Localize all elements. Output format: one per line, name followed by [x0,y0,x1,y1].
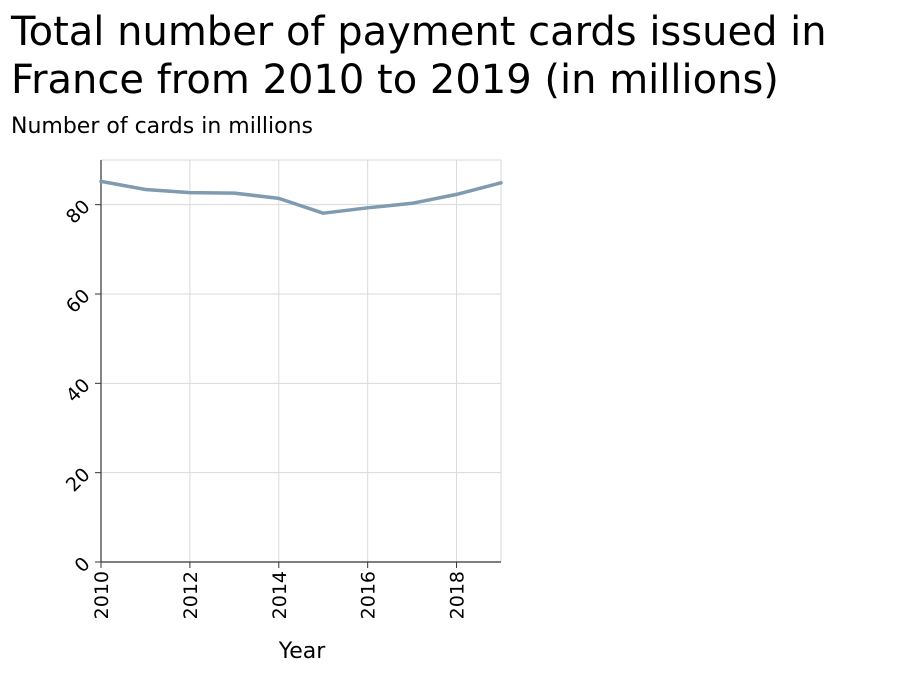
x-tick-labels: 2010 2012 2014 2016 2018 [91,571,469,619]
y-tick-label: 40 [62,374,95,407]
y-tick-label: 60 [62,285,95,318]
x-tick-label: 2010 [91,571,113,619]
chart-title: Total number of payment cards issued in … [11,9,827,103]
x-tick-label: 2014 [269,571,291,619]
series-line [99,179,503,215]
y-tick-label: 80 [62,196,95,229]
y-tick-label: 20 [62,464,95,497]
x-tick-label: 2016 [358,571,380,619]
x-tick-label: 2012 [180,571,202,619]
x-tick-label: 2018 [447,571,469,619]
axes [95,160,501,568]
series-layer [99,179,503,215]
y-axis-label: Number of cards in millions [11,114,313,139]
grid [101,159,502,562]
x-axis-label: Year [278,639,327,664]
